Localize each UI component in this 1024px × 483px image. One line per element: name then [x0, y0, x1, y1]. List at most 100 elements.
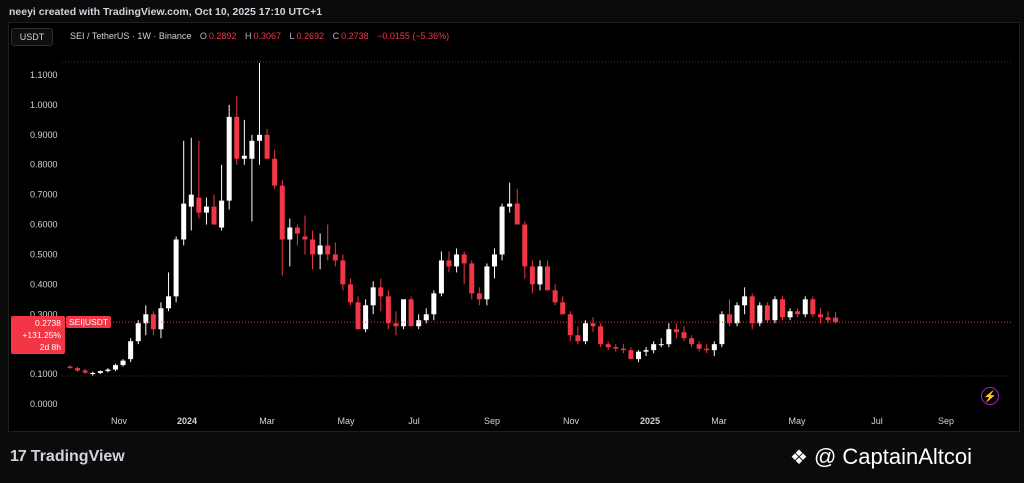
candle-body	[817, 314, 823, 318]
x-tick-label: Jul	[871, 416, 883, 426]
candle-body	[241, 155, 247, 159]
chart-pane[interactable]	[8, 22, 1020, 432]
candle-body	[181, 203, 187, 240]
candle-body	[166, 296, 172, 309]
y-tick-label: 0.9000	[30, 130, 58, 140]
candle-body	[135, 323, 141, 342]
x-tick-label: Nov	[563, 416, 580, 426]
binance-diamond-icon: ❖	[790, 446, 808, 469]
open-value: 0.2892	[208, 31, 237, 41]
candle-body	[226, 116, 232, 201]
candle-body	[620, 348, 626, 351]
candle-body	[636, 351, 641, 360]
candle-body	[666, 329, 672, 345]
candle-body	[514, 203, 520, 225]
candle-body	[810, 299, 816, 315]
candle-body	[658, 344, 664, 346]
currency-button[interactable]: USDT	[11, 28, 53, 46]
x-tick-label: Mar	[259, 416, 275, 426]
x-tick-label: Sep	[484, 416, 500, 426]
x-tick-label: May	[337, 416, 355, 426]
candle-body	[325, 245, 331, 255]
candle-body	[605, 344, 611, 348]
candle-body	[264, 134, 270, 159]
x-tick-label: 2025	[640, 416, 660, 426]
y-tick-label: 1.0000	[30, 100, 58, 110]
candle-body	[431, 293, 437, 315]
y-tick-label: 0.5000	[30, 249, 58, 259]
candle-body	[75, 368, 81, 371]
bar-countdown: 2d 8h	[39, 342, 61, 352]
candle-body	[704, 348, 710, 351]
candle-body	[219, 200, 225, 228]
candle-body	[537, 266, 543, 285]
candle-body	[726, 314, 732, 324]
x-tick-label: Mar	[711, 416, 727, 426]
candle-body	[545, 266, 551, 291]
candle-body	[279, 185, 285, 240]
candle-body	[272, 158, 278, 186]
candle-body	[294, 227, 300, 234]
candle-body	[317, 245, 323, 255]
author-watermark: ❖ @ CaptainAltcoi	[790, 444, 972, 470]
candle-body	[112, 365, 118, 370]
candle-body	[567, 314, 573, 336]
candle-body	[613, 347, 619, 349]
y-tick-label: 0.8000	[30, 160, 58, 170]
candle-body	[552, 290, 558, 303]
change-value: −0.0155 (−5.36%)	[377, 31, 450, 41]
candle-body	[347, 284, 353, 303]
tradingview-logo[interactable]: 17 TradingView	[10, 448, 125, 466]
candle-body	[719, 314, 725, 345]
high-label: H	[244, 31, 252, 41]
candle-body	[446, 260, 452, 267]
y-tick-label: 1.1000	[30, 70, 58, 80]
candle-body	[484, 266, 490, 300]
candle-body	[257, 134, 262, 141]
candle-body	[749, 296, 755, 324]
open-label: O	[199, 31, 207, 41]
candle-body	[598, 326, 604, 345]
candle-body	[802, 299, 808, 315]
candle-body	[499, 206, 505, 255]
last-price-tag: 0.2738 +131.25% 2d 8h	[11, 316, 65, 354]
candle-body	[310, 239, 316, 255]
candle-body	[363, 305, 369, 330]
footer: 17 TradingView ❖ @ CaptainAltcoi	[0, 434, 1024, 483]
high-value: 0.3067	[253, 31, 281, 41]
candle-body	[469, 263, 475, 294]
candle-body	[105, 369, 111, 372]
candle-body	[67, 366, 73, 369]
candle-body	[590, 323, 596, 327]
candle-body	[355, 302, 361, 330]
candle-body	[378, 287, 384, 297]
candle-body	[476, 293, 482, 300]
brand-name: TradingView	[30, 448, 125, 465]
candle-body	[401, 299, 407, 327]
candle-body	[332, 254, 338, 261]
close-value: 0.2738	[341, 31, 369, 41]
y-tick-label: 0.6000	[30, 220, 58, 230]
candle-body	[673, 329, 679, 333]
x-tick-label: 2024	[177, 416, 197, 426]
y-tick-label: 0.1000	[30, 369, 58, 379]
tradingview-logo-icon: 17	[10, 448, 27, 465]
candle-body	[764, 305, 770, 321]
candle-body	[454, 254, 460, 267]
candle-body	[128, 341, 134, 360]
candle-body	[249, 140, 255, 159]
candle-body	[628, 350, 634, 360]
candle-body	[188, 194, 194, 207]
candle-body	[143, 314, 149, 324]
low-value: 0.2692	[296, 31, 325, 41]
candle-body	[173, 239, 179, 297]
candle-body	[461, 254, 467, 264]
y-tick-label: 0.0000	[30, 399, 58, 409]
candle-body	[408, 299, 414, 327]
y-tick-label: 0.3000	[30, 309, 58, 319]
candle-body	[529, 266, 535, 285]
lightning-icon[interactable]: ⚡	[981, 387, 999, 405]
candle-body	[734, 305, 740, 324]
candle-body	[491, 254, 497, 267]
